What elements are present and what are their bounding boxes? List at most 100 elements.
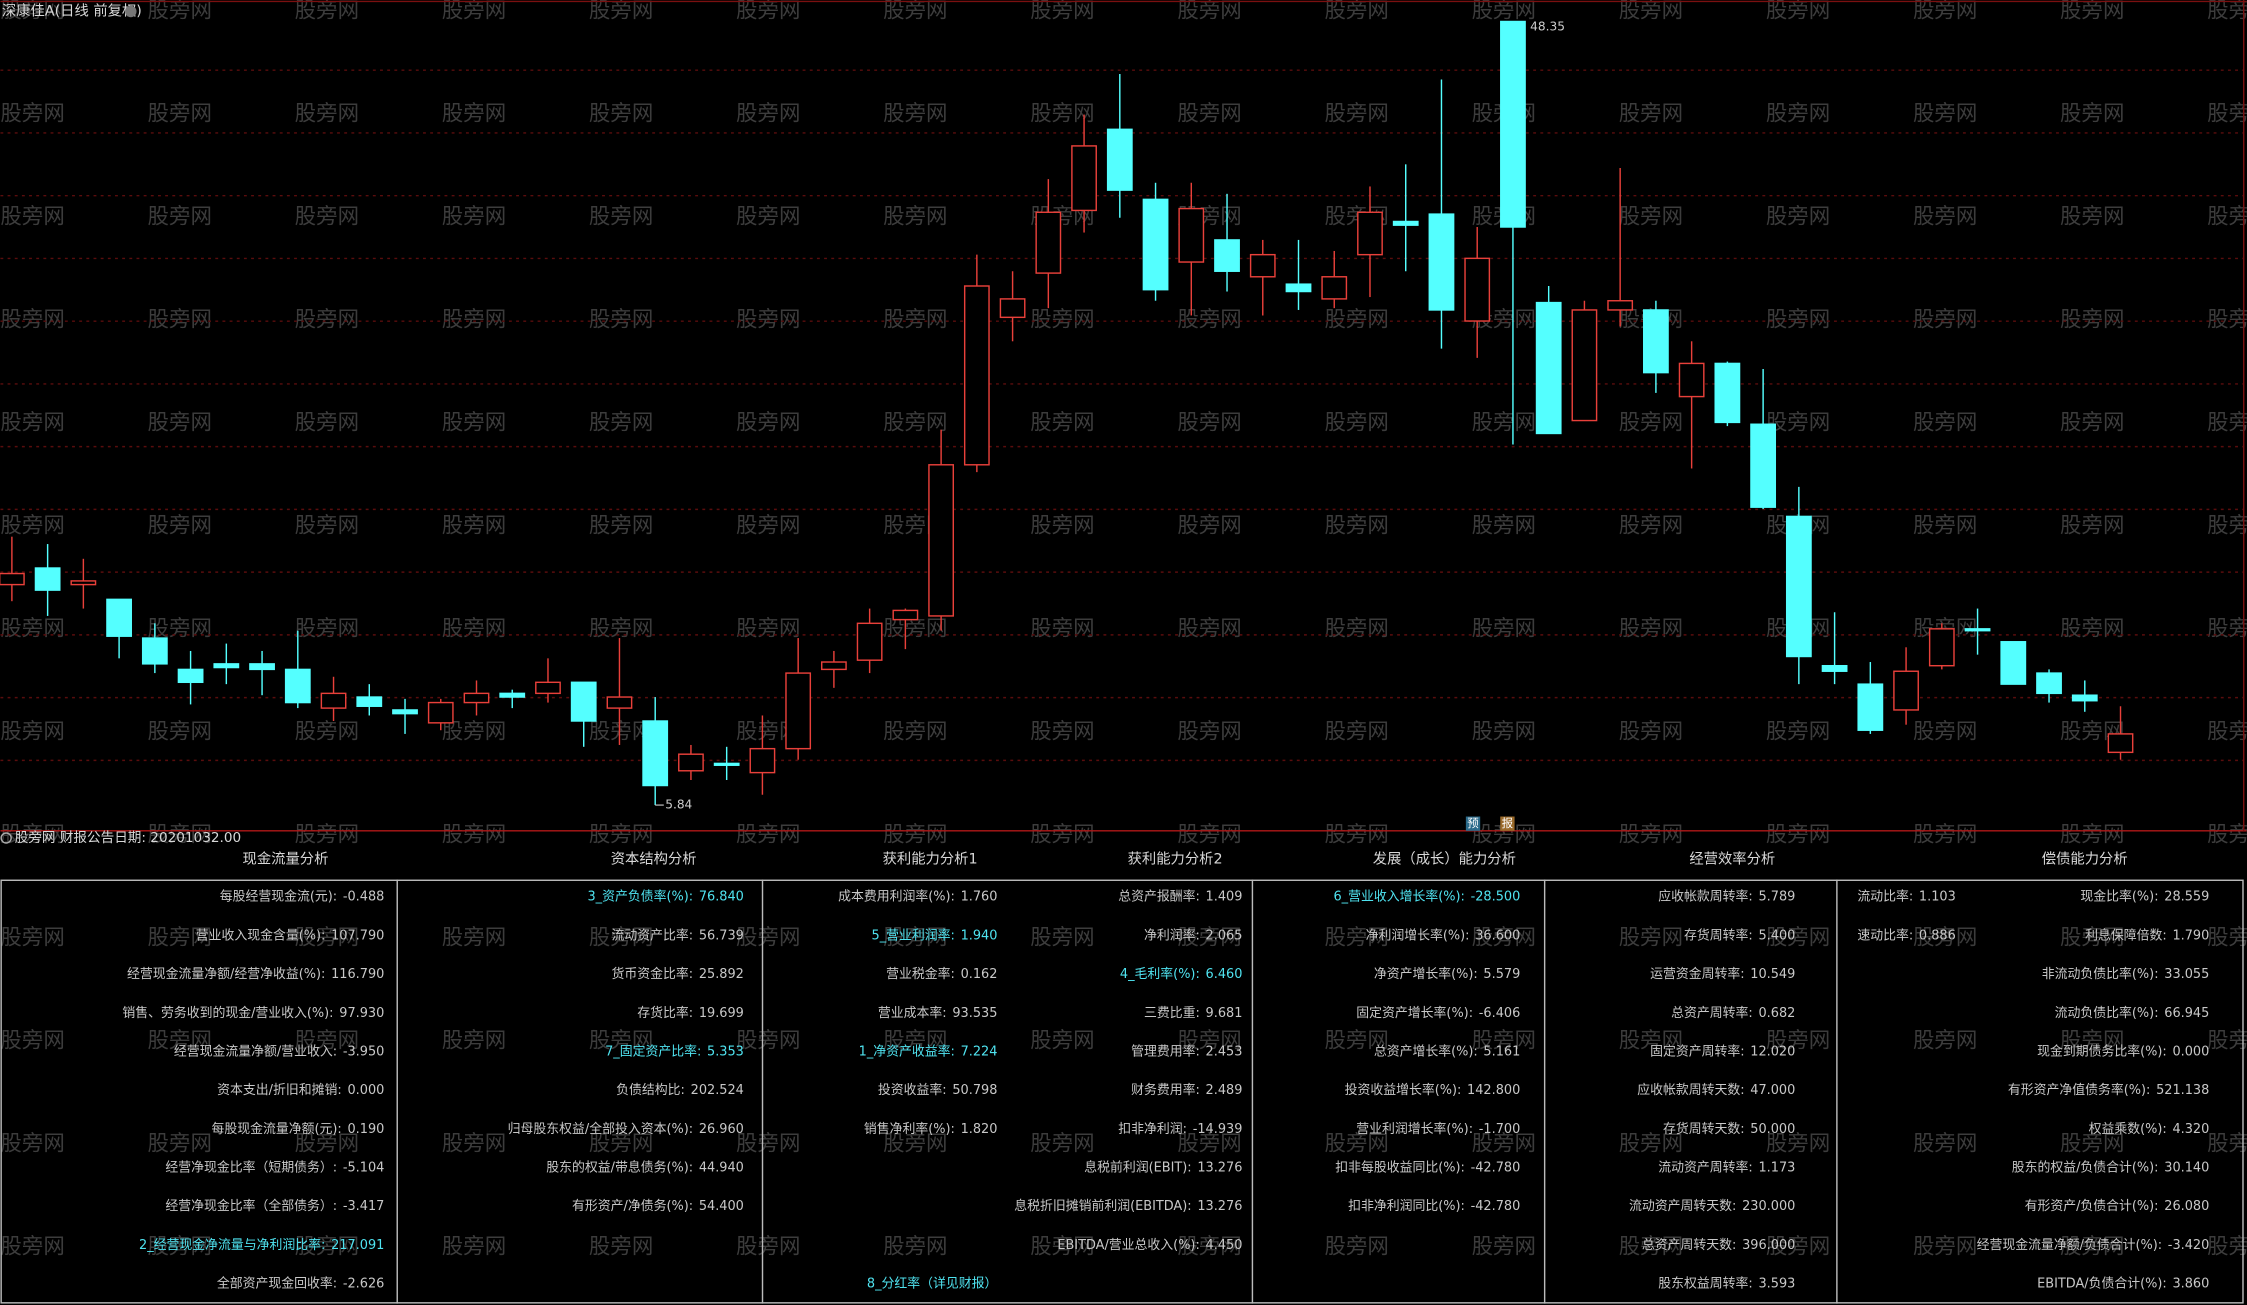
title-menu-icon[interactable] <box>125 5 137 18</box>
metric-value: -3.950 <box>343 1044 385 1059</box>
metric: 每股现金流量净额(元): 0.190 <box>211 1120 384 1136</box>
candle-body <box>1821 664 1848 672</box>
watermark: 股旁网 <box>295 307 359 332</box>
metric-label: 6_营业收入增长率(%): <box>1333 888 1464 904</box>
metric-value: 2.489 <box>1206 1083 1243 1098</box>
watermark: 股旁网 <box>589 204 653 229</box>
metric-label: 利息保障倍数: <box>2085 927 2167 943</box>
metric-label: 管理费用率: <box>1131 1043 1200 1059</box>
metric-label: 总资产增长率(%): <box>1374 1043 1478 1059</box>
watermark: 股旁网 <box>2060 204 2124 229</box>
watermark: 股旁网 <box>442 101 506 126</box>
marker[interactable]: 报 <box>1502 816 1514 830</box>
metric: 3_资产负债率(%): 76.840 <box>587 888 743 904</box>
metric: 全部资产现金回收率: -2.626 <box>217 1275 384 1291</box>
metric-label: 负债结构比: <box>616 1083 685 1098</box>
watermark: 股旁网 <box>148 101 212 126</box>
watermark: 股旁网 <box>148 204 212 229</box>
metric-value: 10.549 <box>1750 967 1795 982</box>
watermark: 股旁网 <box>148 616 212 641</box>
watermark: 股旁网 <box>2060 307 2124 332</box>
watermark: 股旁网 <box>2207 925 2247 950</box>
metric: 销售净利率(%): 1.820 <box>864 1120 998 1136</box>
watermark: 股旁网 <box>883 0 947 23</box>
metric-label: 3_资产负债率(%): <box>587 888 693 904</box>
candle-body <box>892 609 919 621</box>
metric-label: 固定资产周转率: <box>1650 1043 1744 1059</box>
watermark: 股旁网 <box>1913 719 1977 744</box>
metric-label: 股东的权益/带息债务(%): <box>546 1159 693 1175</box>
metric-value: 0.682 <box>1758 1005 1795 1020</box>
metric: 净利润增长率(%): 36.600 <box>1366 927 1521 943</box>
candle-body <box>0 572 25 586</box>
metric: 总资产周转率: 0.682 <box>1671 1004 1795 1020</box>
metric-label: 股东权益周转率: <box>1658 1275 1752 1291</box>
metric-label: 总资产周转天数: <box>1642 1237 1736 1252</box>
metric-label: 应收帐款周转率: <box>1658 888 1752 904</box>
metric-value: 2.065 <box>1206 928 1243 943</box>
watermark: 股旁网 <box>148 1131 212 1156</box>
watermark: 股旁网 <box>736 307 800 332</box>
metric-value: 116.790 <box>331 967 384 982</box>
watermark: 股旁网 <box>883 822 947 847</box>
metric-value: 9.681 <box>1206 1005 1243 1020</box>
metric: EBITDA/营业总收入(%): 4.450 <box>1057 1237 1242 1252</box>
watermark: 股旁网 <box>0 1028 64 1053</box>
metric-value: 5.400 <box>1758 928 1795 943</box>
candle-body <box>1357 211 1383 256</box>
metric-label: 有形资产净值债务率(%): <box>2008 1082 2151 1098</box>
watermark: 股旁网 <box>442 0 506 23</box>
watermark: 股旁网 <box>1324 616 1388 641</box>
metric: 股东的权益/负债合计(%): 30.140 <box>2012 1159 2210 1175</box>
watermark: 股旁网 <box>2060 616 2124 641</box>
watermark: 股旁网 <box>295 410 359 435</box>
watermark: 股旁网 <box>442 925 506 950</box>
watermark: 股旁网 <box>2207 1131 2247 1156</box>
metric: 经营净现金比率（全部债务）: -3.417 <box>165 1198 384 1214</box>
metric-label: 现金比率(%): <box>2080 888 2158 904</box>
marker-box <box>1465 816 1481 831</box>
watermark: 股旁网 <box>2060 513 2124 538</box>
watermark: 股旁网 <box>295 101 359 126</box>
metric-label: 扣非净利润: <box>1118 1121 1187 1136</box>
metric: 有形资产/负债合计(%): 26.080 <box>2025 1199 2210 1214</box>
metric-label: 投资收益增长率(%): <box>1345 1082 1462 1098</box>
watermark: 股旁网 <box>1177 101 1241 126</box>
watermark: 股旁网 <box>883 410 947 435</box>
metric: 经营现金流量净额/营业收入: -3.950 <box>174 1043 384 1059</box>
watermark: 股旁网 <box>1913 1234 1977 1259</box>
watermark: 股旁网 <box>2060 925 2124 950</box>
high-label: 48.35 <box>1530 20 1565 34</box>
metric-value: 1.409 <box>1206 889 1243 904</box>
metric-value: 97.930 <box>339 1005 384 1020</box>
candle-body <box>642 720 669 787</box>
metric: 固定资产周转率: 12.020 <box>1650 1043 1795 1059</box>
metric-value: 54.400 <box>699 1199 744 1214</box>
watermark: 股旁网 <box>736 925 800 950</box>
metric: 总资产周转天数: 396.000 <box>1642 1237 1795 1252</box>
watermark: 股旁网 <box>148 1234 212 1259</box>
candle-body <box>1214 239 1240 272</box>
watermark: 股旁网 <box>0 410 64 435</box>
metric-label: 扣非净利润同比(%): <box>1348 1199 1465 1214</box>
candle-body <box>2107 733 2134 754</box>
metric: 5_营业利润率: 1.940 <box>872 927 998 943</box>
metric-value: 1.103 <box>1919 889 1956 904</box>
metric: 营业税金率: 0.162 <box>886 966 997 982</box>
watermark: 股旁网 <box>1324 0 1388 23</box>
watermark: 股旁网 <box>1324 1028 1388 1053</box>
watermark: 股旁网 <box>883 204 947 229</box>
section-title: 获利能力分析1 <box>883 850 978 867</box>
candle-body <box>34 567 61 591</box>
metric: 营业利润增长率(%): -1.700 <box>1356 1120 1520 1136</box>
metric: 经营净现金比率（短期债务）: -5.104 <box>165 1159 384 1175</box>
metric: 股东的权益/带息债务(%): 44.940 <box>546 1159 744 1175</box>
watermark: 股旁网 <box>295 1131 359 1156</box>
watermark: 股旁网 <box>0 513 64 538</box>
marker[interactable]: 预 <box>1467 816 1478 830</box>
section-title: 偿债能力分析 <box>2042 850 2128 867</box>
metric-value: 26.960 <box>699 1121 744 1136</box>
watermark: 股旁网 <box>0 204 64 229</box>
metric-label: 权益乘数(%): <box>2089 1120 2167 1136</box>
candle-body <box>177 668 204 684</box>
